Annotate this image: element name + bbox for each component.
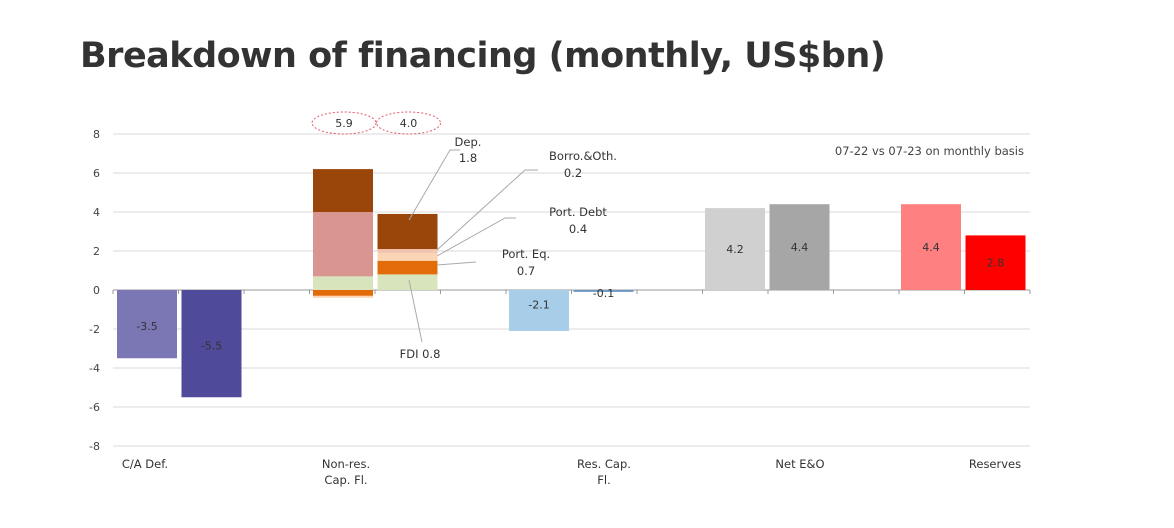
category-label: C/A Def.	[122, 457, 168, 471]
leader-line	[408, 279, 423, 343]
data-label: 2.8	[987, 257, 1005, 270]
y-tick-label: 6	[93, 167, 100, 180]
bar-segment	[181, 290, 242, 398]
category-label: Fl.	[597, 473, 610, 487]
category-label: Cap. Fl.	[324, 473, 367, 487]
bar-segment	[377, 249, 438, 253]
y-tick-label: -8	[89, 440, 100, 453]
annotation-name: Port. Eq.	[502, 247, 550, 261]
annotation-fdi: FDI 0.8	[400, 347, 441, 361]
y-tick-label: 2	[93, 245, 100, 258]
annotation-name: Dep.	[455, 135, 482, 149]
bar-segment	[769, 204, 830, 290]
leader-line	[436, 217, 516, 257]
total-callout	[376, 111, 441, 135]
category-label: Reserves	[969, 457, 1021, 471]
annotation-value: 0.4	[569, 222, 587, 236]
bar-segment	[377, 260, 438, 275]
annotation-name: Borro.&Oth.	[549, 149, 617, 163]
annotation-value: 1.8	[459, 151, 477, 165]
bar-segment	[117, 290, 177, 359]
data-label: 4.4	[791, 241, 809, 254]
total-callout	[311, 111, 377, 135]
annotation-value: 0.7	[517, 264, 535, 278]
data-label: -0.1	[593, 287, 614, 300]
y-tick-label: -2	[89, 323, 100, 336]
leader-line	[408, 149, 460, 221]
data-label: 4.2	[726, 243, 744, 256]
category-label: Res. Cap.	[577, 457, 631, 471]
leader-line	[436, 261, 477, 266]
chart-note: 07-22 vs 07-23 on monthly basis	[835, 144, 1024, 158]
data-label: -2.1	[528, 298, 549, 311]
y-tick-label: -4	[89, 362, 100, 375]
y-tick-label: 4	[93, 206, 100, 219]
bar-segment	[377, 274, 438, 290]
bar-segment	[377, 252, 438, 261]
y-tick-label: 8	[93, 128, 100, 141]
y-tick-label: 0	[93, 284, 100, 297]
data-label: -5.5	[201, 340, 222, 353]
bar-segment	[313, 290, 373, 296]
bar-segment	[313, 295, 373, 298]
bar-segment	[509, 290, 569, 331]
category-label: Net E&O	[775, 457, 824, 471]
bar-segment	[313, 276, 373, 290]
bar-segment	[313, 212, 373, 277]
bar-segment	[901, 204, 961, 290]
total-label: 5.9	[335, 117, 353, 130]
page-title: Breakdown of financing (monthly, US$bn)	[80, 36, 886, 76]
data-label: -3.5	[136, 320, 157, 333]
leader-line	[436, 169, 538, 251]
annotation-name: Port. Debt	[549, 205, 607, 219]
bar-segment	[705, 208, 765, 290]
bar-segment	[573, 290, 634, 292]
bar-segment	[313, 169, 373, 212]
category-label: Non-res.	[322, 457, 370, 471]
bar-segment	[965, 235, 1026, 290]
y-tick-label: -6	[89, 401, 100, 414]
total-label: 4.0	[400, 117, 418, 130]
bar-segment	[377, 213, 438, 250]
data-label: 4.4	[922, 241, 940, 254]
annotation-value: 0.2	[564, 166, 582, 180]
